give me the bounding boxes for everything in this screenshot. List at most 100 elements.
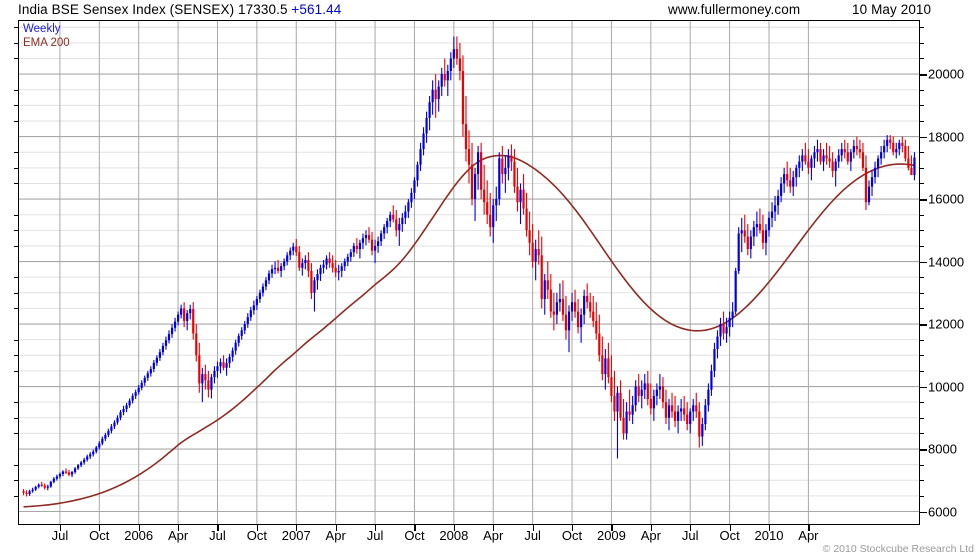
y-axis-minor-tick-left: [14, 120, 18, 122]
y-axis-minor-tick: [920, 355, 924, 357]
y-axis-tick: [920, 449, 927, 451]
chart-title-text: India BSE Sensex Index (SENSEX) 17330.5: [18, 2, 288, 17]
y-axis-minor-tick-left: [14, 433, 18, 435]
x-axis-tick-label: Jul: [209, 528, 226, 543]
y-axis-tick: [920, 136, 927, 139]
x-axis-tick: [769, 525, 771, 531]
x-axis-tick-label: 2009: [596, 528, 626, 543]
y-axis-tick: [920, 261, 927, 264]
y-axis-minor-tick: [920, 464, 924, 466]
x-axis-tick-label: Apr: [798, 528, 819, 543]
source-website: www.fullermoney.com: [668, 2, 801, 17]
y-axis-minor-tick: [920, 105, 924, 107]
y-axis-minor-tick: [920, 339, 924, 341]
x-axis-tick-label: 2006: [124, 528, 154, 543]
y-axis-tick-label: 12000: [928, 316, 965, 332]
price-chart-plot-area[interactable]: Weekly EMA 200: [18, 20, 920, 525]
y-axis-minor-tick-left: [14, 214, 18, 216]
y-axis-minor-tick: [920, 480, 924, 482]
y-axis-minor-tick-left: [14, 277, 18, 279]
y-axis-tick-label: 16000: [928, 191, 965, 207]
y-axis-tick: [920, 386, 927, 389]
y-axis-minor-tick-left: [14, 27, 18, 29]
x-axis-tick: [296, 525, 298, 531]
y-axis-minor-tick-left: [14, 308, 18, 310]
x-axis-tick-label: Jul: [524, 528, 541, 543]
y-axis-minor-tick: [920, 370, 924, 372]
y-axis-minor-tick-left: [14, 292, 18, 294]
x-axis-tick: [99, 525, 101, 531]
x-axis-tick-label: Apr: [640, 528, 661, 543]
x-axis-tick-label: Oct: [561, 528, 583, 543]
y-axis-tick: [920, 324, 927, 326]
y-axis-minor-tick-left: [14, 245, 18, 247]
x-axis-tick: [178, 525, 180, 531]
legend-ema-200: EMA 200: [23, 37, 70, 49]
y-axis-minor-tick-left: [14, 495, 18, 497]
x-axis-tick-label: Apr: [325, 528, 346, 543]
y-axis-minor-tick: [920, 42, 924, 44]
y-axis-minor-tick-left: [14, 464, 18, 466]
y-axis-minor-tick-left: [14, 89, 18, 91]
x-axis-tick: [335, 525, 337, 531]
y-axis-minor-tick-left: [14, 417, 18, 419]
y-axis-minor-tick-left: [14, 42, 18, 44]
x-axis-tick-label: 2008: [439, 528, 469, 543]
y-axis-minor-tick: [920, 402, 924, 404]
y-axis-minor-tick-left: [14, 105, 18, 107]
y-axis-minor-tick: [920, 214, 924, 216]
x-axis-tick: [650, 525, 652, 531]
as-of-date: 10 May 2010: [852, 2, 932, 17]
y-axis-minor-tick-left: [14, 230, 18, 232]
y-axis-tick-label: 8000: [928, 441, 957, 457]
y-axis-minor-tick: [920, 89, 924, 91]
y-axis-minor-tick-left: [14, 480, 18, 482]
y-axis-minor-tick: [920, 417, 924, 419]
copyright-notice: © 2010 Stockcube Research Ltd: [822, 543, 974, 555]
x-axis-tick: [690, 525, 692, 531]
y-axis-minor-tick-left: [14, 402, 18, 404]
chart-title: India BSE Sensex Index (SENSEX) 17330.5 …: [18, 2, 341, 17]
x-axis-tick: [808, 525, 810, 531]
x-axis-tick: [217, 525, 219, 531]
y-axis-minor-tick: [920, 292, 924, 294]
x-axis-tick: [532, 525, 534, 531]
x-axis-tick: [453, 525, 456, 531]
y-axis-tick: [920, 199, 927, 201]
y-axis-minor-tick: [920, 277, 924, 279]
x-axis-tick-label: Jul: [681, 528, 699, 543]
x-axis-tick: [59, 525, 62, 531]
y-axis-minor-tick-left: [14, 370, 18, 372]
y-axis-tick: [920, 511, 927, 513]
x-axis-tick-label: 2007: [281, 528, 311, 543]
y-axis-tick-label: 20000: [928, 66, 965, 82]
y-axis-minor-tick: [920, 58, 924, 60]
y-axis-minor-tick: [920, 230, 924, 232]
x-axis-tick-label: Oct: [246, 528, 267, 543]
x-axis-tick: [138, 525, 140, 531]
x-axis-tick-label: 2010: [754, 528, 784, 543]
x-axis-tick: [414, 525, 416, 531]
y-axis-minor-tick-left: [14, 167, 18, 169]
y-axis-minor-tick: [920, 167, 924, 169]
y-axis-minor-tick: [920, 183, 924, 185]
y-axis-minor-tick: [920, 120, 924, 122]
x-axis-tick: [493, 525, 495, 531]
x-axis-tick-label: Oct: [404, 528, 425, 543]
x-axis-tick-label: Jul: [366, 528, 384, 543]
y-axis-tick-label: 18000: [928, 129, 965, 145]
x-axis-tick: [256, 525, 259, 531]
y-axis-minor-tick-left: [14, 152, 18, 154]
y-axis-minor-tick: [920, 308, 924, 310]
x-axis-tick-label: Oct: [89, 528, 110, 543]
chart-change-value: +561.44: [291, 2, 342, 17]
x-axis-tick: [572, 525, 574, 531]
y-axis-minor-tick-left: [14, 58, 18, 60]
x-axis-tick-label: Oct: [719, 528, 740, 543]
y-axis-minor-tick: [920, 433, 924, 435]
x-axis-tick: [611, 525, 613, 531]
y-axis-tick-label: 14000: [928, 254, 965, 270]
candlestick-series: [22, 36, 916, 508]
y-axis-tick-label: 10000: [928, 379, 965, 395]
